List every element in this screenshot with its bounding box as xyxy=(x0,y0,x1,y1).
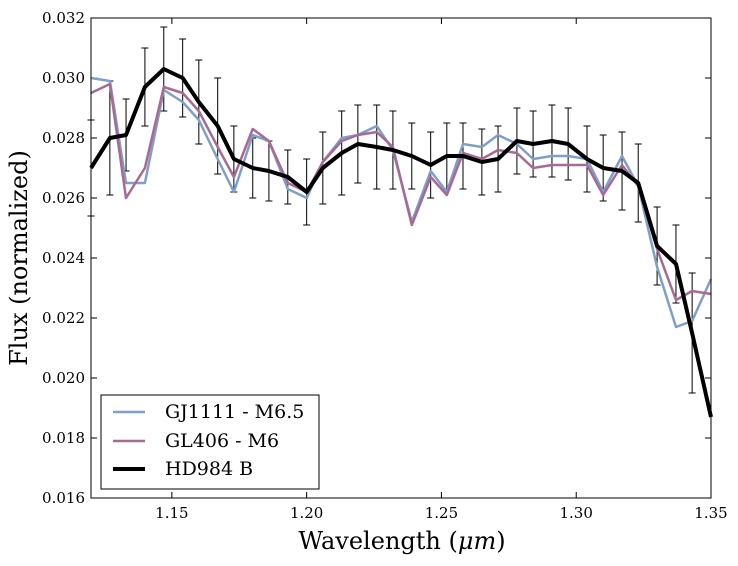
y-tick-label: 0.018 xyxy=(42,429,85,447)
legend-label-gj1111: GJ1111 - M6.5 xyxy=(165,401,304,423)
tick-labels: 1.15 1.20 1.25 1.30 1.35 0.016 0.018 0.020 0.022… xyxy=(42,9,728,522)
y-tick-label: 0.026 xyxy=(42,189,85,207)
x-tick-label: 1.25 xyxy=(425,504,458,522)
y-tick-label: 0.030 xyxy=(42,69,85,87)
y-tick-label: 0.032 xyxy=(42,9,85,27)
error-bars xyxy=(87,26,696,394)
y-axis-title: Flux (normalized) xyxy=(5,150,33,366)
series-lines xyxy=(89,67,713,418)
y-tick-label: 0.022 xyxy=(42,309,85,327)
x-tick-label: 1.15 xyxy=(155,504,188,522)
x-axis-title: Wavelength (μm) xyxy=(298,527,505,555)
x-tick-label: 1.35 xyxy=(694,504,727,522)
series-line-hd984b xyxy=(89,67,713,418)
y-tick-label: 0.028 xyxy=(42,129,85,147)
series-line-gl406 xyxy=(90,82,712,302)
y-tick-label: 0.020 xyxy=(42,369,85,387)
legend-label-hd984b: HD984 B xyxy=(165,458,253,480)
y-tick-label: 0.024 xyxy=(42,249,85,267)
plot-frame xyxy=(90,17,712,499)
legend-label-gl406: GL406 - M6 xyxy=(165,430,279,452)
x-tick-label: 1.20 xyxy=(290,504,323,522)
legend: GJ1111 - M6.5 GL406 - M6 HD984 B xyxy=(100,394,320,490)
y-tick-label: 0.016 xyxy=(42,489,85,507)
x-tick-label: 1.30 xyxy=(560,504,593,522)
